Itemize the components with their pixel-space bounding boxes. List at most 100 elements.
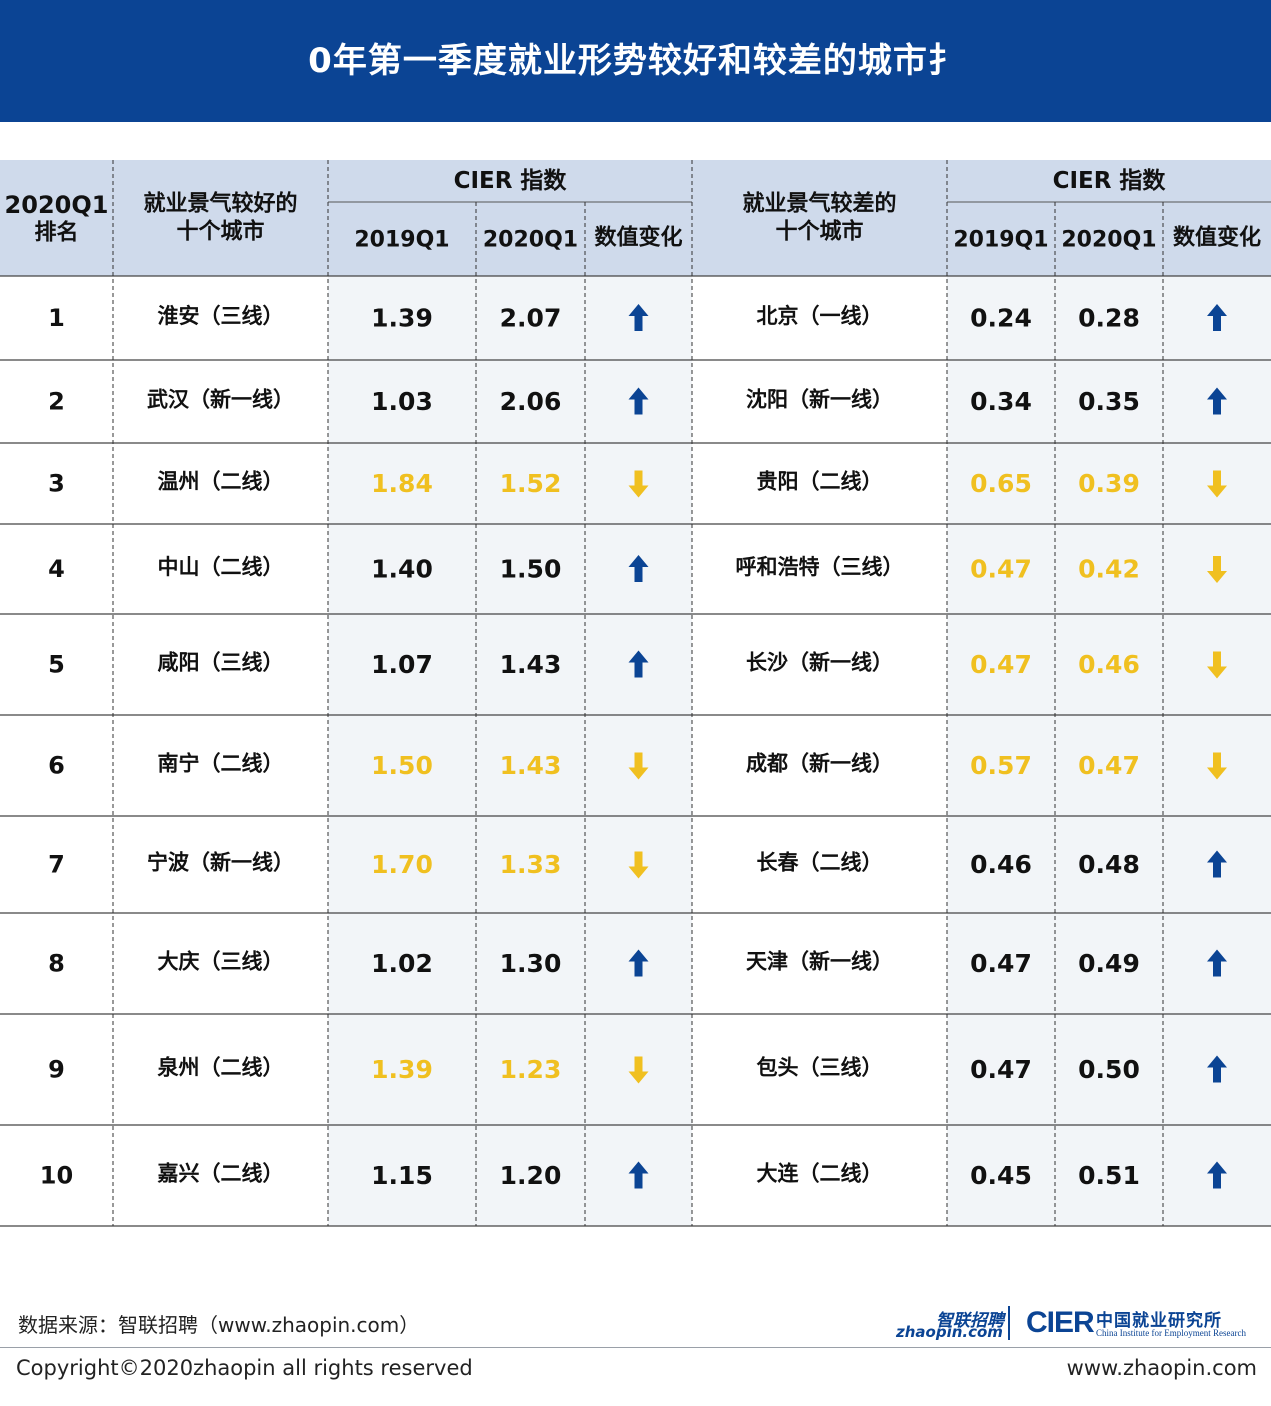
header-good-city-line2: 十个城市 — [176, 219, 264, 245]
row-good-city: 武汉（新一线） — [147, 388, 294, 412]
data-source: 数据来源：智联招聘（www.zhaopin.com） — [18, 1313, 420, 1337]
zhaopin-logo: 智联招聘 zhaopin.com — [896, 1311, 1004, 1341]
header-bad-city-line1: 就业景气较差的 — [742, 191, 896, 217]
row-bad-2020: 0.42 — [1078, 555, 1140, 584]
row-good-2019: 1.07 — [371, 650, 433, 679]
row-good-2020: 1.30 — [500, 949, 562, 978]
row-bad-2019: 0.47 — [970, 555, 1032, 584]
row-rank: 3 — [48, 470, 65, 498]
row-bad-city: 大连（二线） — [757, 1162, 883, 1186]
row-rank: 6 — [48, 752, 65, 780]
row-good-city: 咸阳（三线） — [158, 651, 284, 675]
row-good-city: 宁波（新一线） — [147, 851, 294, 875]
row-bad-city: 北京（一线） — [757, 304, 883, 328]
row-good-change-arrow-up — [628, 949, 649, 977]
row-good-2019: 1.03 — [371, 387, 433, 416]
header-cier-good: CIER 指数 — [454, 168, 568, 194]
row-bad-2019: 0.57 — [970, 751, 1032, 780]
row-good-change-arrow-up — [628, 650, 649, 678]
row-bad-2019: 0.45 — [970, 1161, 1032, 1190]
header-good-city-line1: 就业景气较好的 — [143, 191, 297, 217]
header-good-2020: 2020Q1 — [483, 228, 578, 253]
row-good-city: 嘉兴（二线） — [158, 1162, 284, 1186]
row-bad-change-arrow-down — [1207, 556, 1227, 583]
footer-url: www.zhaopin.com — [1066, 1356, 1257, 1380]
row-bad-change-arrow-up — [1207, 949, 1227, 977]
header-good-2019: 2019Q1 — [354, 228, 449, 253]
row-good-2020: 2.06 — [500, 387, 562, 416]
row-good-city: 南宁（二线） — [158, 752, 284, 776]
row-good-city: 中山（二线） — [158, 555, 284, 579]
row-good-city: 淮安（三线） — [158, 304, 284, 328]
row-good-city: 温州（二线） — [158, 470, 284, 494]
row-good-change-arrow-up — [628, 555, 649, 582]
row-good-2020: 1.50 — [500, 555, 562, 584]
row-bad-change-arrow-up — [1207, 304, 1227, 331]
row-good-change-arrow-down — [628, 851, 649, 879]
row-good-2020: 2.07 — [500, 304, 562, 333]
header-rank-line1: 2020Q1 — [5, 191, 109, 219]
row-bad-change-arrow-up — [1207, 387, 1227, 415]
row-bad-2020: 0.48 — [1078, 850, 1140, 879]
row-good-change-arrow-up — [628, 304, 649, 331]
row-good-2019: 1.39 — [371, 1055, 433, 1084]
row-bad-2019: 0.46 — [970, 850, 1032, 879]
row-good-2019: 1.39 — [371, 304, 433, 333]
row-good-change-arrow-down — [628, 470, 649, 498]
row-rank: 7 — [48, 851, 65, 879]
row-rank: 4 — [48, 555, 65, 583]
row-bad-2020: 0.35 — [1078, 387, 1140, 416]
page-title: 0年第一季度就业形势较好和较差的城市扌 — [308, 41, 963, 81]
header-good-change: 数值变化 — [594, 225, 682, 251]
row-bad-city: 长春（二线） — [757, 851, 883, 875]
row-good-2019: 1.50 — [371, 751, 433, 780]
row-bad-city: 沈阳（新一线） — [746, 388, 893, 412]
good-cier-bg — [328, 276, 692, 1226]
row-bad-2020: 0.46 — [1078, 650, 1140, 679]
row-good-2020: 1.20 — [500, 1161, 562, 1190]
row-bad-2020: 0.49 — [1078, 949, 1140, 978]
row-bad-city: 天津（新一线） — [746, 950, 893, 974]
row-good-change-arrow-up — [628, 1161, 649, 1189]
header-bad-2020: 2020Q1 — [1061, 228, 1156, 253]
header-rank-line2: 排名 — [34, 220, 78, 246]
row-bad-2019: 0.47 — [970, 1055, 1032, 1084]
row-good-2020: 1.43 — [500, 751, 562, 780]
row-good-2019: 1.84 — [371, 469, 433, 498]
row-bad-2020: 0.50 — [1078, 1055, 1140, 1084]
row-good-change-arrow-down — [628, 1056, 649, 1084]
row-rank: 5 — [48, 651, 65, 679]
row-bad-2019: 0.24 — [970, 304, 1032, 333]
row-good-2020: 1.33 — [500, 850, 562, 879]
title-banner: 0年第一季度就业形势较好和较差的城市扌 — [0, 0, 1271, 122]
row-bad-change-arrow-up — [1207, 1055, 1227, 1083]
row-bad-change-arrow-up — [1207, 1161, 1227, 1189]
row-bad-2020: 0.51 — [1078, 1161, 1140, 1190]
logo-divider — [1008, 1306, 1010, 1340]
row-rank: 9 — [48, 1056, 65, 1084]
row-bad-city: 成都（新一线） — [746, 752, 893, 776]
footer-divider — [0, 1347, 1271, 1348]
row-good-2019: 1.15 — [371, 1161, 433, 1190]
row-bad-change-arrow-up — [1207, 850, 1227, 878]
row-good-change-arrow-down — [628, 752, 649, 780]
row-good-city: 泉州（二线） — [158, 1056, 284, 1080]
header-bad-city-line2: 十个城市 — [775, 219, 863, 245]
row-bad-city: 呼和浩特（三线） — [736, 555, 904, 579]
row-bad-2020: 0.39 — [1078, 469, 1140, 498]
row-bad-2019: 0.47 — [970, 650, 1032, 679]
row-bad-change-arrow-down — [1207, 470, 1227, 498]
row-rank: 1 — [48, 304, 65, 332]
row-rank: 10 — [40, 1162, 73, 1190]
row-bad-2019: 0.47 — [970, 949, 1032, 978]
row-rank: 8 — [48, 950, 65, 978]
row-bad-change-arrow-down — [1207, 752, 1227, 780]
header-bad-2019: 2019Q1 — [953, 228, 1048, 253]
row-bad-2019: 0.34 — [970, 387, 1032, 416]
copyright: Copyright©2020zhaopin all rights reserve… — [16, 1356, 473, 1380]
row-good-2019: 1.40 — [371, 555, 433, 584]
row-good-2020: 1.23 — [500, 1055, 562, 1084]
row-bad-city: 包头（三线） — [757, 1056, 883, 1080]
table-header-bg — [0, 160, 1271, 276]
